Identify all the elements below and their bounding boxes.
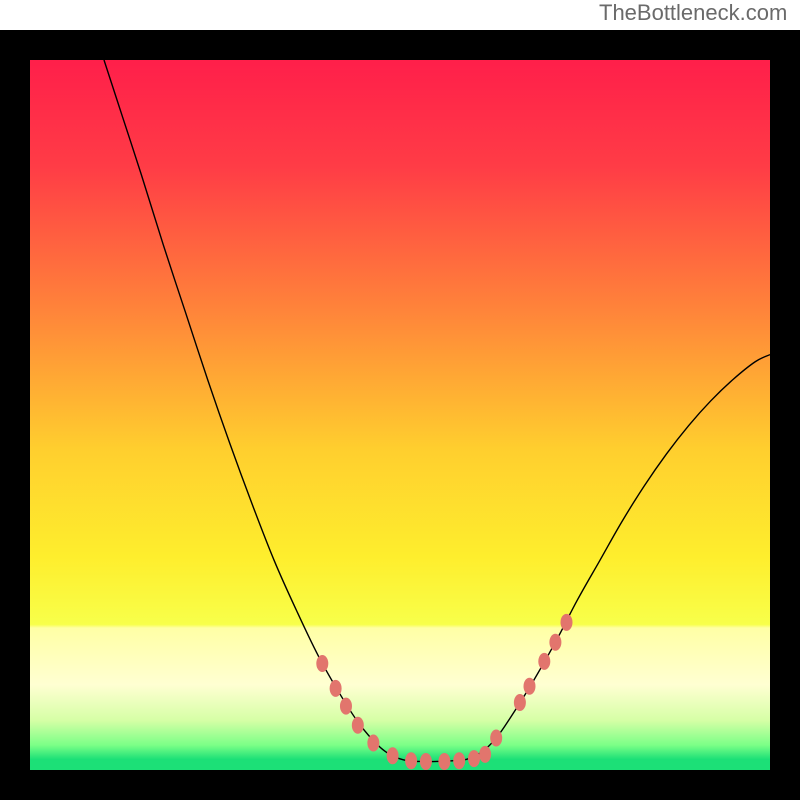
watermark-text: TheBottleneck.com bbox=[599, 0, 787, 26]
curve-marker bbox=[420, 753, 432, 770]
curve-marker bbox=[468, 750, 480, 767]
curve-marker bbox=[549, 634, 561, 651]
curve-marker bbox=[330, 680, 342, 697]
curve-marker bbox=[514, 694, 526, 711]
curve-marker bbox=[387, 747, 399, 764]
curve-marker bbox=[352, 717, 364, 734]
curve-marker bbox=[561, 614, 573, 631]
curve-marker bbox=[367, 735, 379, 752]
curve-marker bbox=[405, 752, 417, 769]
curve-marker bbox=[340, 698, 352, 715]
bottleneck-chart bbox=[30, 60, 770, 770]
curve-marker bbox=[479, 746, 491, 763]
curve-marker bbox=[438, 753, 450, 770]
curve-marker bbox=[490, 730, 502, 747]
curve-marker bbox=[453, 752, 465, 769]
curve-marker bbox=[524, 678, 536, 695]
curve-marker bbox=[538, 653, 550, 670]
chart-background bbox=[30, 60, 770, 770]
curve-marker bbox=[316, 655, 328, 672]
